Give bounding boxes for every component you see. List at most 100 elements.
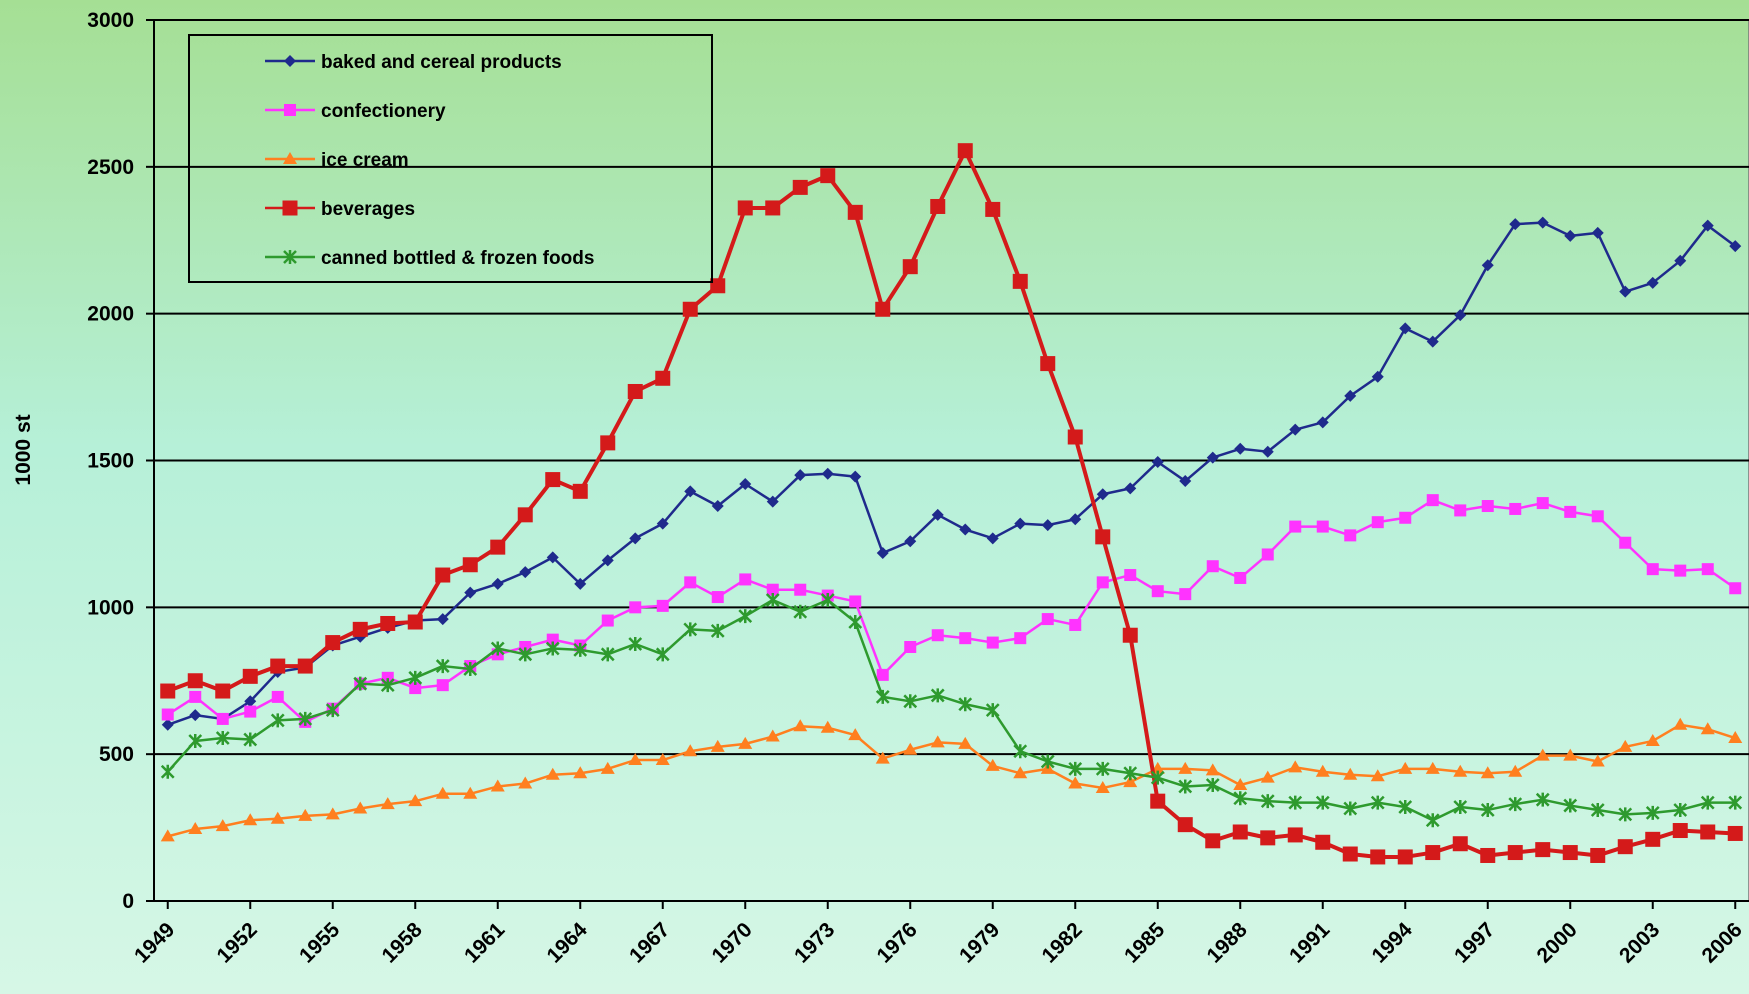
marker bbox=[1453, 800, 1468, 815]
marker bbox=[601, 554, 614, 567]
marker bbox=[1371, 516, 1384, 529]
marker bbox=[655, 647, 670, 662]
marker bbox=[490, 641, 505, 656]
marker bbox=[738, 609, 753, 624]
marker bbox=[1618, 739, 1633, 752]
marker bbox=[297, 658, 313, 674]
marker bbox=[1205, 833, 1221, 849]
marker bbox=[1700, 824, 1716, 840]
marker bbox=[1041, 519, 1054, 532]
marker bbox=[1453, 764, 1468, 777]
marker bbox=[1344, 389, 1357, 402]
marker bbox=[325, 635, 341, 651]
marker bbox=[284, 55, 296, 67]
y-tick-label: 2000 bbox=[87, 303, 134, 326]
marker bbox=[930, 735, 945, 748]
marker bbox=[820, 720, 835, 733]
marker bbox=[1454, 504, 1467, 517]
marker bbox=[1069, 513, 1082, 526]
marker bbox=[243, 732, 258, 747]
marker bbox=[1507, 845, 1523, 861]
marker bbox=[1619, 285, 1632, 298]
marker bbox=[325, 703, 340, 718]
marker bbox=[1426, 335, 1439, 348]
marker bbox=[710, 278, 726, 294]
marker bbox=[1179, 475, 1192, 488]
marker bbox=[435, 567, 451, 583]
series-line bbox=[167, 723, 1736, 838]
marker bbox=[1617, 839, 1633, 855]
marker bbox=[1041, 613, 1054, 626]
marker bbox=[215, 683, 231, 699]
marker bbox=[1536, 497, 1549, 510]
marker bbox=[931, 508, 944, 521]
marker bbox=[849, 595, 862, 608]
marker bbox=[1095, 529, 1111, 545]
marker bbox=[1013, 744, 1028, 759]
marker bbox=[986, 636, 999, 649]
series-line bbox=[167, 221, 1736, 726]
marker bbox=[1508, 797, 1523, 812]
marker bbox=[847, 204, 863, 220]
marker bbox=[985, 201, 1001, 217]
marker bbox=[1452, 836, 1468, 852]
marker bbox=[519, 566, 532, 579]
marker bbox=[629, 601, 642, 614]
marker bbox=[216, 712, 229, 725]
marker bbox=[161, 718, 174, 731]
marker bbox=[684, 576, 697, 589]
marker bbox=[627, 383, 643, 399]
marker bbox=[1233, 791, 1248, 806]
marker bbox=[1480, 766, 1495, 779]
marker bbox=[1177, 817, 1193, 833]
marker bbox=[1014, 517, 1027, 530]
series-line bbox=[167, 148, 1736, 859]
marker bbox=[462, 557, 478, 573]
marker bbox=[1535, 748, 1550, 761]
marker bbox=[188, 822, 203, 835]
marker bbox=[435, 786, 450, 799]
marker bbox=[985, 703, 1000, 718]
marker bbox=[1564, 229, 1577, 242]
marker bbox=[1150, 793, 1166, 809]
marker bbox=[545, 641, 560, 656]
marker bbox=[1700, 795, 1715, 810]
marker bbox=[491, 577, 504, 590]
marker bbox=[1067, 429, 1083, 445]
marker bbox=[270, 658, 286, 674]
legend-box bbox=[188, 34, 713, 283]
marker bbox=[1315, 764, 1330, 777]
marker bbox=[903, 694, 918, 709]
marker bbox=[985, 758, 1000, 771]
marker bbox=[546, 551, 559, 564]
marker bbox=[1095, 780, 1110, 793]
marker bbox=[821, 467, 834, 480]
marker bbox=[284, 104, 296, 116]
marker bbox=[1288, 795, 1303, 810]
marker bbox=[739, 573, 752, 586]
marker bbox=[765, 200, 781, 216]
marker bbox=[766, 583, 779, 596]
marker bbox=[1206, 560, 1219, 573]
marker bbox=[1370, 849, 1386, 865]
marker bbox=[270, 713, 285, 728]
marker bbox=[904, 535, 917, 548]
marker bbox=[408, 794, 423, 807]
marker bbox=[1425, 845, 1441, 861]
marker bbox=[271, 690, 284, 703]
marker bbox=[794, 583, 807, 596]
marker bbox=[1674, 254, 1687, 267]
marker bbox=[684, 485, 697, 498]
legend-label: baked and cereal products bbox=[321, 52, 562, 73]
marker bbox=[1178, 761, 1193, 774]
marker bbox=[766, 495, 779, 508]
marker bbox=[738, 736, 753, 749]
marker bbox=[792, 179, 808, 195]
marker bbox=[1399, 322, 1412, 335]
marker bbox=[1040, 754, 1055, 769]
marker bbox=[1562, 845, 1578, 861]
marker bbox=[1619, 536, 1632, 549]
marker bbox=[1068, 761, 1083, 776]
marker bbox=[930, 688, 945, 703]
marker bbox=[243, 813, 258, 826]
